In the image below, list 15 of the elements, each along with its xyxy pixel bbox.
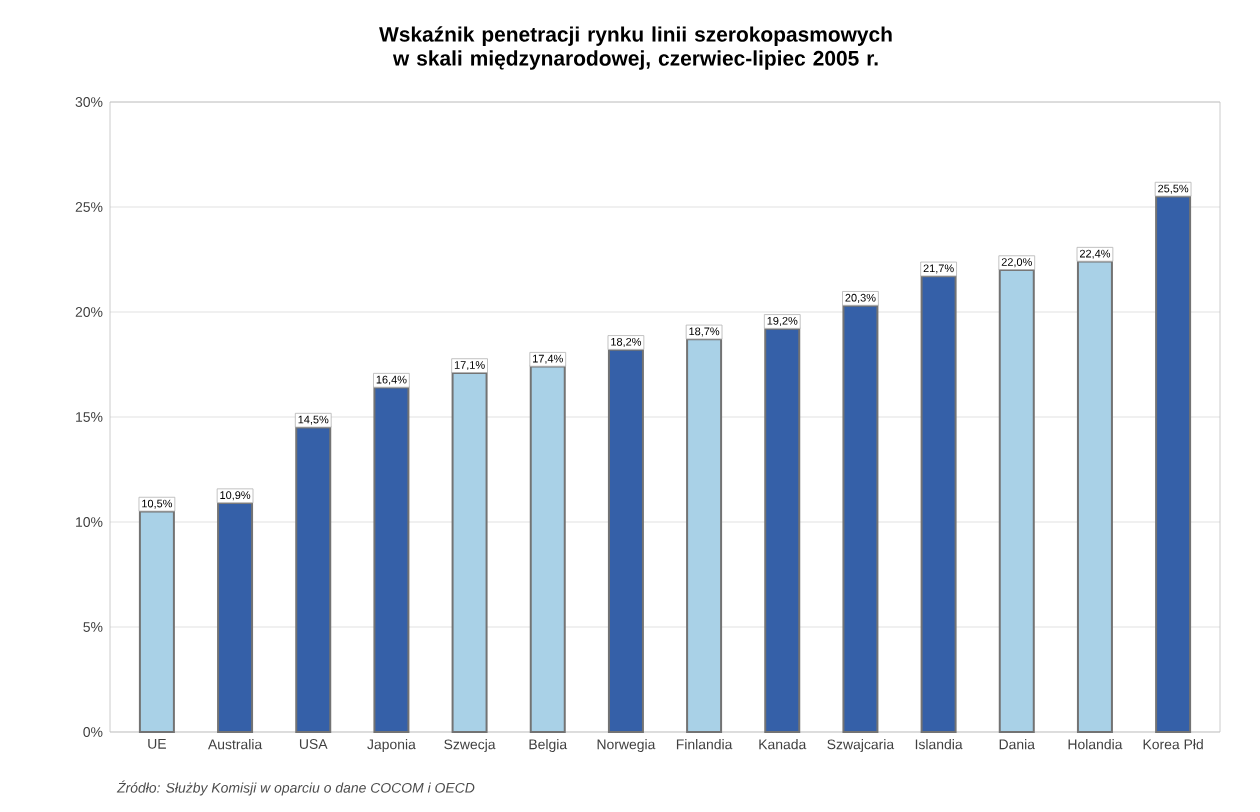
bar: [373, 386, 410, 733]
bar: [1076, 260, 1113, 733]
bar: [295, 426, 332, 733]
bar: [607, 348, 644, 733]
chart-title: Wskaźnik penetracji rynku linii szerokopasmowych w skali międzynarodowej, czerwiec-lipiec 2005 r.: [379, 26, 892, 70]
bar: [138, 510, 175, 733]
bar: [842, 304, 879, 733]
bar: [451, 371, 488, 733]
bar: [998, 269, 1035, 733]
bar: [686, 338, 723, 733]
bar: [529, 365, 566, 733]
bar: [764, 327, 801, 733]
bar: [1155, 195, 1192, 733]
bar: [920, 275, 957, 733]
bar: [217, 502, 254, 733]
